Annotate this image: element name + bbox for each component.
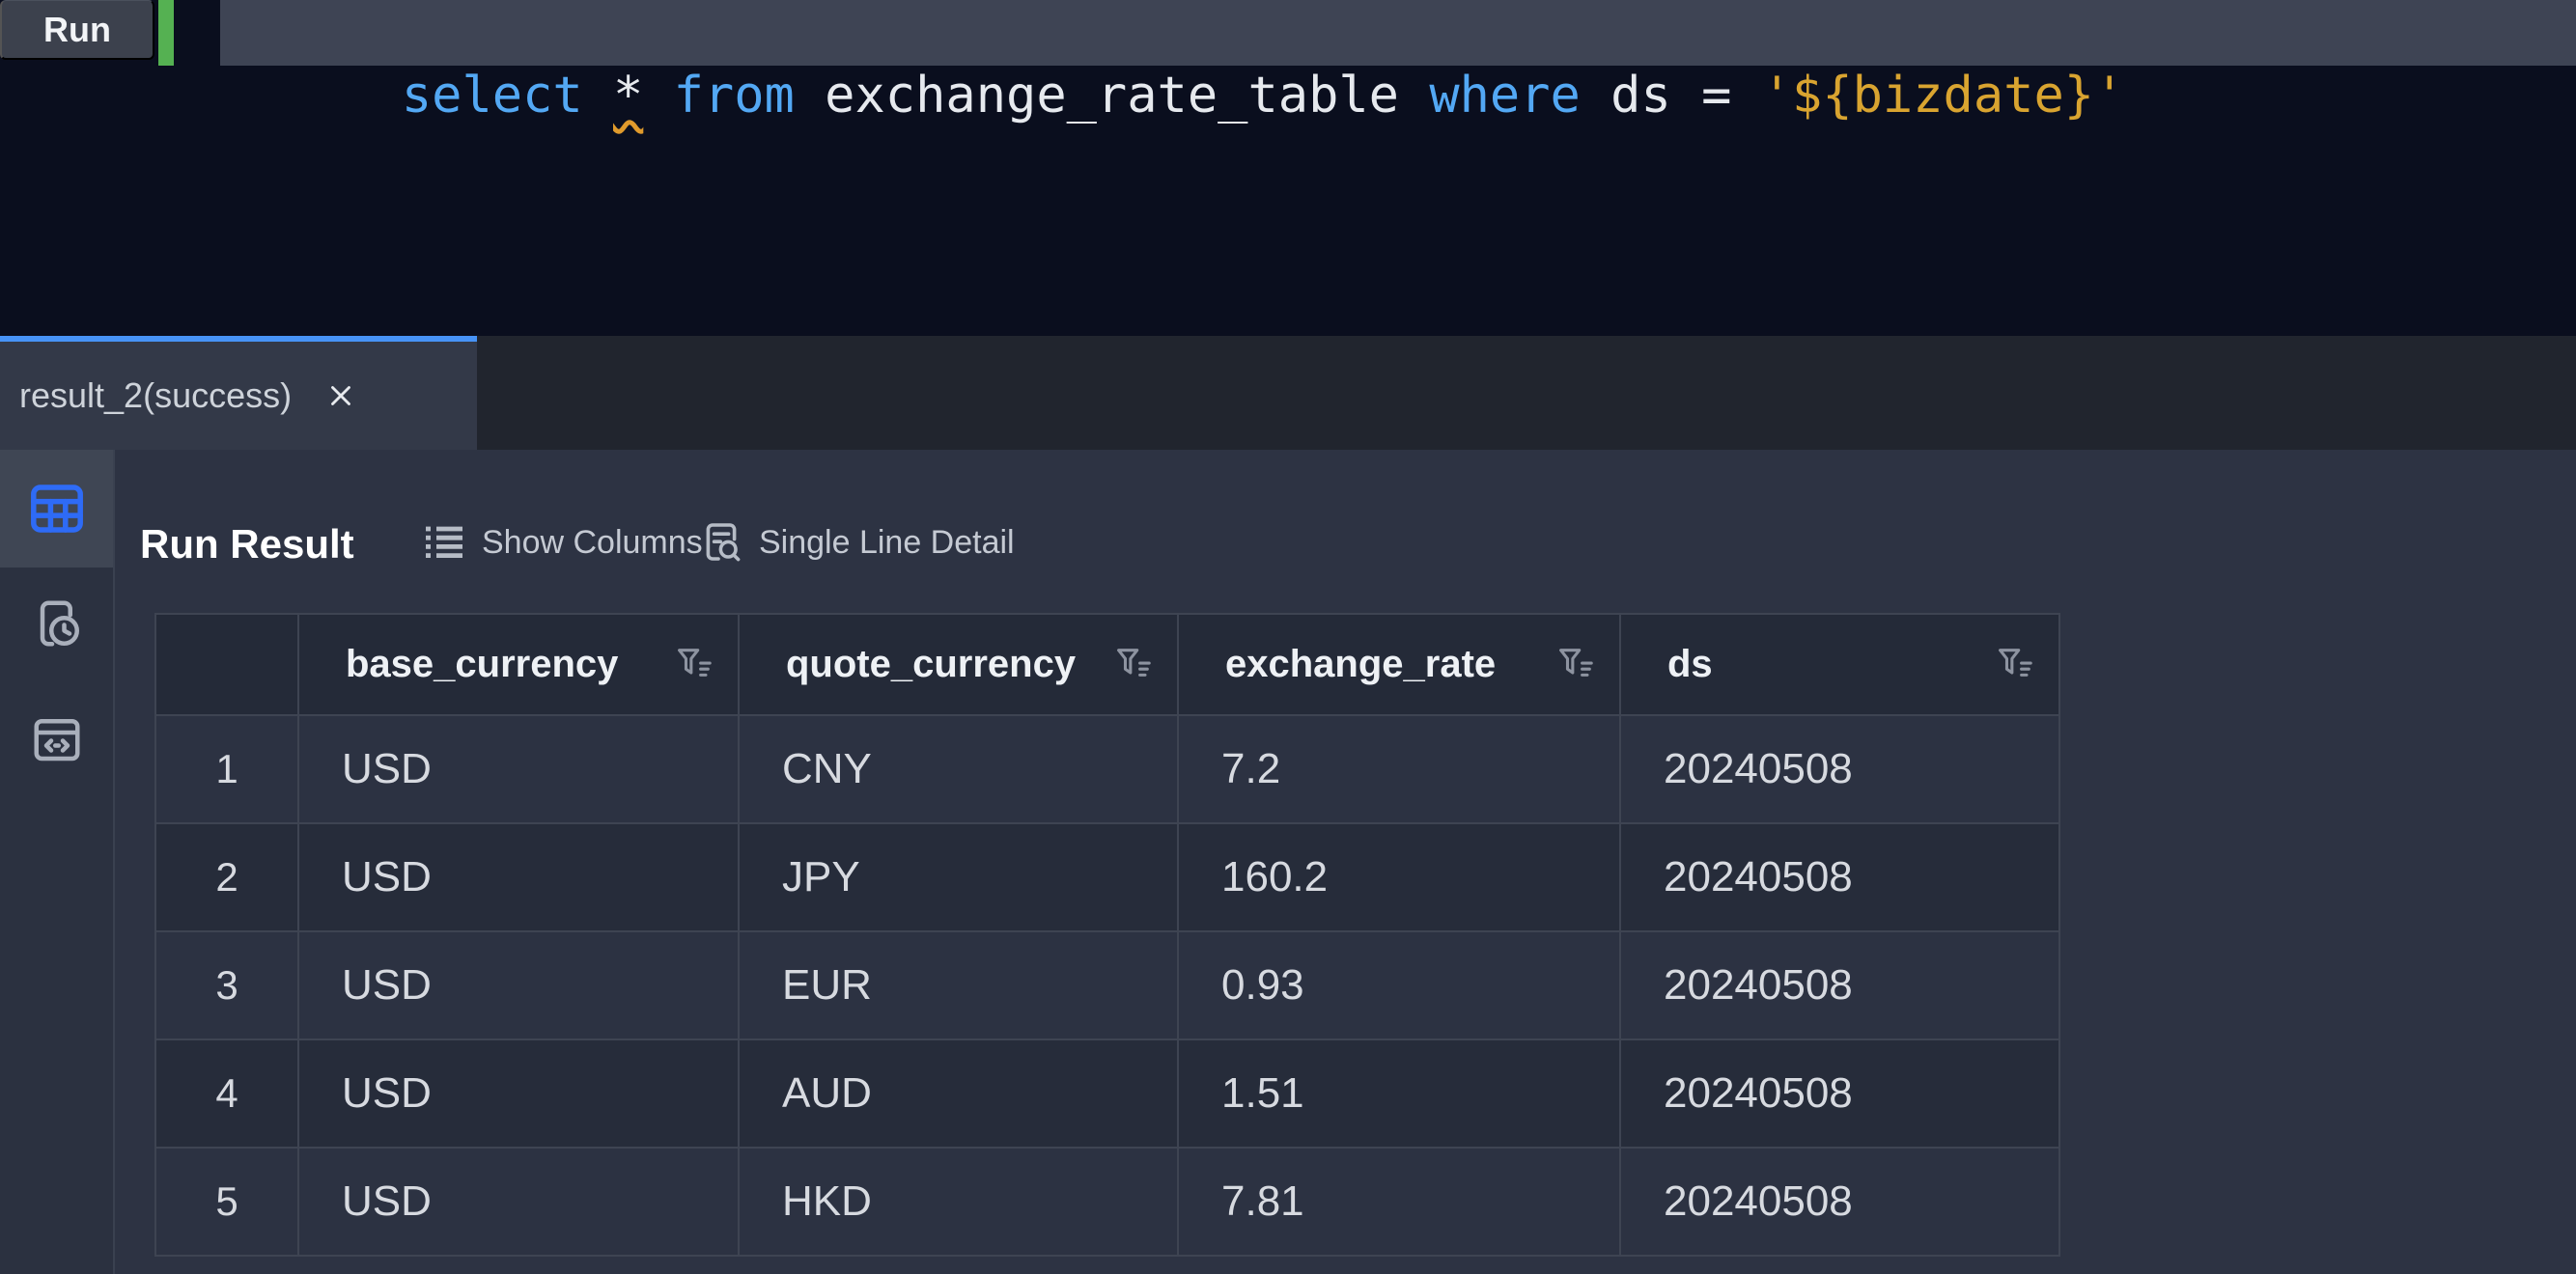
table-header-row: base_currency quote_currency: [156, 615, 2058, 714]
cell-exchange-rate: 7.2: [1177, 716, 1619, 822]
filter-icon[interactable]: [670, 643, 714, 687]
column-header-base-currency: base_currency: [297, 615, 738, 714]
cell-ds: 20240508: [1619, 824, 2058, 930]
table-row: 3 USD EUR 0.93 20240508: [156, 930, 2058, 1039]
table-row: 5 USD HKD 7.81 20240508: [156, 1147, 2058, 1255]
single-line-detail-button[interactable]: Single Line Detail: [698, 519, 1015, 566]
result-table: base_currency quote_currency: [154, 613, 2060, 1257]
sql-star-token: *: [613, 67, 644, 125]
cell-exchange-rate: 160.2: [1177, 824, 1619, 930]
cell-ds: 20240508: [1619, 716, 2058, 822]
show-columns-label: Show Columns: [482, 523, 703, 561]
document-search-icon: [698, 519, 744, 566]
sql-string-literal: '${bizdate}': [1761, 67, 2125, 125]
sql-condition: ds =: [1580, 67, 1762, 125]
column-header-quote-currency: quote_currency: [738, 615, 1177, 714]
sidebar-item-code-view[interactable]: [0, 693, 113, 786]
sql-keyword-from: from: [673, 67, 795, 125]
column-label: quote_currency: [786, 643, 1077, 685]
filter-icon[interactable]: [1109, 643, 1154, 687]
run-button[interactable]: Run: [0, 0, 154, 60]
column-header-exchange-rate: exchange_rate: [1177, 615, 1619, 714]
cell-ds: 20240508: [1619, 932, 2058, 1039]
cell-quote-currency: AUD: [738, 1040, 1177, 1147]
cell-base-currency: USD: [297, 1149, 738, 1255]
table-row: 1 USD CNY 7.2 20240508: [156, 714, 2058, 822]
cell-ds: 20240508: [1619, 1040, 2058, 1147]
row-index: 1: [215, 746, 238, 791]
list-icon: [421, 519, 467, 566]
show-columns-button[interactable]: Show Columns: [421, 519, 703, 566]
sql-editor: Run select * from exchange_rate_table wh…: [0, 0, 2576, 336]
sql-space: [583, 67, 613, 125]
tab-label: result_2(success): [19, 375, 293, 415]
cell-exchange-rate: 0.93: [1177, 932, 1619, 1039]
sql-keyword-where: where: [1429, 67, 1581, 125]
cell-quote-currency: JPY: [738, 824, 1177, 930]
tab-result-2[interactable]: result_2(success): [0, 336, 477, 450]
single-line-detail-label: Single Line Detail: [759, 523, 1015, 561]
column-header-ds: ds: [1619, 615, 2058, 714]
table-row: 4 USD AUD 1.51 20240508: [156, 1039, 2058, 1147]
sidebar-item-run-history[interactable]: [0, 577, 113, 670]
file-history-icon: [28, 595, 86, 652]
cell-quote-currency: HKD: [738, 1149, 1177, 1255]
cell-base-currency: USD: [297, 932, 738, 1039]
row-index: 5: [215, 1178, 238, 1224]
cell-exchange-rate: 7.81: [1177, 1149, 1619, 1255]
filter-icon[interactable]: [1552, 643, 1596, 687]
result-tab-bar: result_2(success): [0, 336, 2576, 450]
panel-title: Run Result: [140, 521, 354, 567]
run-result-panel: Run Result Show Columns: [115, 450, 2576, 1274]
cell-base-currency: USD: [297, 716, 738, 822]
table-grid-icon: [25, 477, 89, 540]
sql-code-line[interactable]: select * from exchange_rate_table where …: [220, 0, 2576, 125]
cell-base-currency: USD: [297, 1040, 738, 1147]
cell-quote-currency: CNY: [738, 716, 1177, 822]
column-label: ds: [1667, 643, 1713, 685]
cell-ds: 20240508: [1619, 1149, 2058, 1255]
sql-space: [643, 67, 673, 125]
window-code-icon: [28, 710, 86, 768]
row-index: 3: [215, 962, 238, 1008]
table-row: 2 USD JPY 160.2 20240508: [156, 822, 2058, 930]
corner-cell: [156, 615, 297, 714]
sql-keyword-select: select: [401, 67, 583, 125]
cell-quote-currency: EUR: [738, 932, 1177, 1039]
close-icon[interactable]: [324, 379, 357, 412]
result-sidebar: [0, 450, 115, 1274]
filter-icon[interactable]: [1991, 643, 2035, 687]
run-status-marker: [158, 0, 174, 66]
sidebar-item-table-view[interactable]: [0, 450, 113, 568]
cell-base-currency: USD: [297, 824, 738, 930]
column-label: base_currency: [346, 643, 619, 685]
row-index: 4: [215, 1070, 238, 1116]
sql-table-name: exchange_rate_table: [794, 67, 1430, 125]
cell-exchange-rate: 1.51: [1177, 1040, 1619, 1147]
row-index: 2: [215, 854, 238, 900]
column-label: exchange_rate: [1225, 643, 1497, 685]
